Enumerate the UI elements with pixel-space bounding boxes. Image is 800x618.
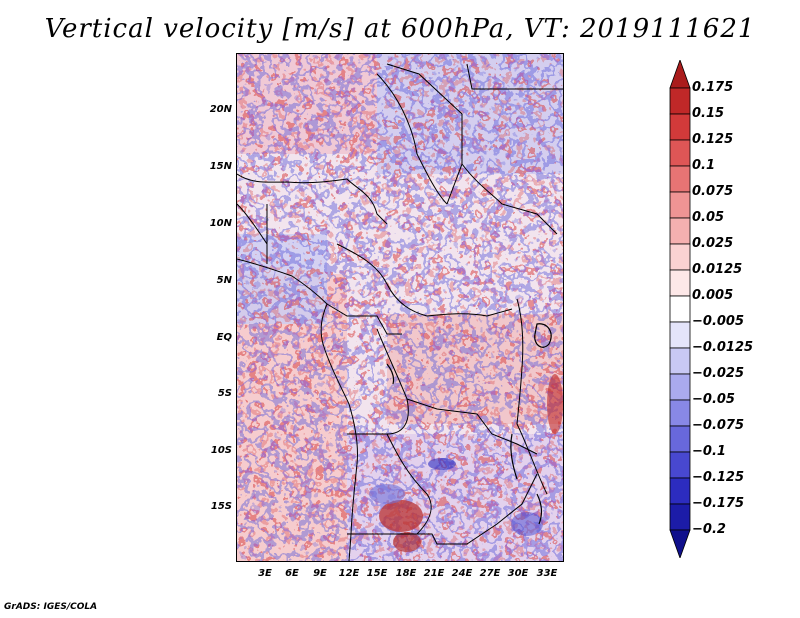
- vertical-velocity-map: [236, 53, 564, 562]
- colorbar-segment: [669, 243, 691, 271]
- colorbar-label: 0.175: [692, 80, 734, 95]
- colorbar-segment: [669, 425, 691, 453]
- colorbar-label: −0.0125: [692, 340, 754, 355]
- colorbar-label: 0.15: [692, 106, 725, 121]
- colorbar-segment: [669, 60, 691, 89]
- lon-label-30e: 30E: [507, 568, 529, 579]
- colorbar-segment: [669, 451, 691, 479]
- colorbar-label: 0.125: [692, 132, 734, 147]
- lat-label-5n: 5N: [216, 275, 232, 286]
- colorbar-segment: [669, 321, 691, 349]
- colorbar-segment: [669, 113, 691, 141]
- grads-credit: GrADS: IGES/COLA: [4, 602, 98, 612]
- lon-label-15e: 15E: [366, 568, 388, 579]
- colorbar-segment: [669, 399, 691, 427]
- colorbar-segment: [669, 477, 691, 505]
- lon-label-21e: 21E: [423, 568, 445, 579]
- lon-label-3e: 3E: [258, 568, 272, 579]
- lon-label-18e: 18E: [395, 568, 417, 579]
- colorbar-label: −0.075: [692, 418, 745, 433]
- colorbar-label: −0.2: [692, 522, 726, 537]
- colorbar-segment: [669, 217, 691, 245]
- colorbar-segment: [669, 503, 691, 531]
- colorbar-label: 0.025: [692, 236, 734, 251]
- lon-label-27e: 27E: [479, 568, 501, 579]
- map-field: [237, 54, 563, 561]
- colorbar-label: 0.05: [692, 210, 725, 225]
- colorbar-label: −0.025: [692, 366, 745, 381]
- colorbar-label: 0.075: [692, 184, 734, 199]
- lat-label-20n: 20N: [209, 104, 232, 115]
- colorbar-segment: [669, 269, 691, 297]
- colorbar-segment: [669, 295, 691, 323]
- lat-label-10s: 10S: [210, 445, 232, 456]
- colorbar-segment: [669, 373, 691, 401]
- lat-label-15s: 15S: [210, 501, 232, 512]
- lat-label-15n: 15N: [209, 161, 232, 172]
- colorbar-label: −0.125: [692, 470, 745, 485]
- colorbar-segment: [669, 87, 691, 115]
- colorbar-label: −0.175: [692, 496, 745, 511]
- lat-label-5s: 5S: [217, 388, 232, 399]
- colorbar-segment: [669, 529, 691, 558]
- colorbar-segment: [669, 165, 691, 193]
- lon-label-33e: 33E: [536, 568, 558, 579]
- colorbar-segment: [669, 191, 691, 219]
- colorbar-label: −0.1: [692, 444, 726, 459]
- lat-label-10n: 10N: [209, 218, 232, 229]
- colorbar: [669, 60, 691, 558]
- lon-label-9e: 9E: [313, 568, 327, 579]
- colorbar-label: 0.1: [692, 158, 716, 173]
- colorbar-segment: [669, 139, 691, 167]
- lon-label-6e: 6E: [285, 568, 299, 579]
- colorbar-label: −0.005: [692, 314, 745, 329]
- colorbar-label: 0.005: [692, 288, 734, 303]
- lat-label-eq: EQ: [216, 332, 232, 343]
- lon-label-12e: 12E: [338, 568, 360, 579]
- colorbar-label: −0.05: [692, 392, 735, 407]
- colorbar-label: 0.0125: [692, 262, 743, 277]
- map-title: Vertical velocity [m/s] at 600hPa, VT: 2…: [44, 14, 756, 44]
- colorbar-segment: [669, 347, 691, 375]
- lon-label-24e: 24E: [451, 568, 473, 579]
